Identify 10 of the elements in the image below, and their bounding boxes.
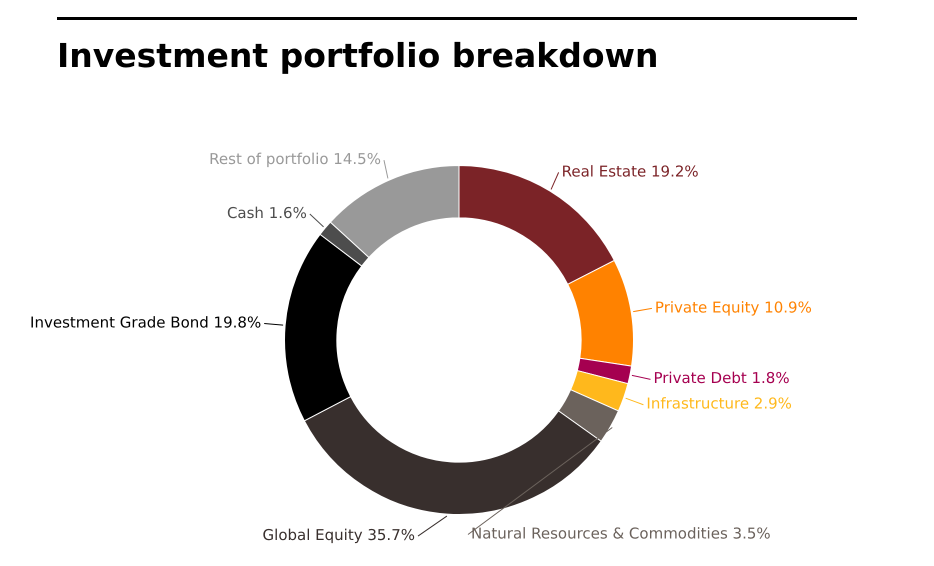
chart-title: Investment portfolio breakdown — [57, 36, 659, 75]
slice-label: Real Estate 19.2% — [562, 162, 699, 180]
slice-label: Rest of portfolio 14.5% — [209, 150, 381, 168]
slice-label: Cash 1.6% — [226, 204, 307, 222]
slice-label: Private Equity 10.9% — [654, 298, 812, 316]
slice-label: Investment Grade Bond 19.8% — [30, 313, 262, 332]
slice-label: Natural Resources & Commodities 3.5% — [471, 524, 771, 542]
slice-label: Infrastructure 2.9% — [646, 394, 792, 413]
slice-label: Private Debt 1.8% — [653, 369, 790, 388]
slice-label: Global Equity 35.7% — [262, 526, 415, 544]
